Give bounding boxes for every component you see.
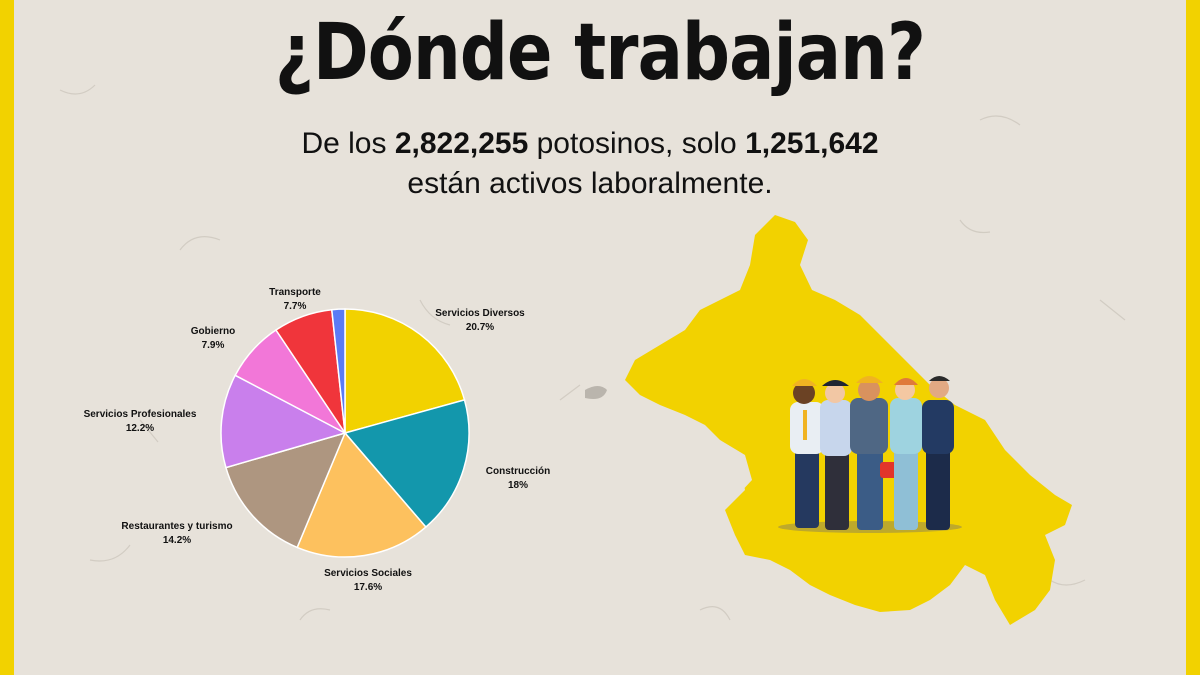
pie-value-label-6: 7.9% <box>202 340 225 351</box>
pie-label-7: Transporte <box>269 287 321 298</box>
pie-value-label-7: 7.7% <box>284 301 307 312</box>
pie-value-label-2: 18% <box>508 480 528 491</box>
page-title: ¿Dónde trabajan? <box>274 8 926 98</box>
pie-slice-3 <box>296 431 427 558</box>
pie-value-label-1: 20.7% <box>466 322 494 333</box>
subtitle-prefix: De los <box>301 127 395 160</box>
group-of-workers-icon <box>778 376 962 533</box>
state-map-notch <box>720 440 752 495</box>
pie-value-label-4: 14.2% <box>163 535 191 546</box>
subtitle-mid: potosinos, solo <box>528 127 746 160</box>
pie-slice-4 <box>224 431 347 549</box>
subtitle: De los 2,822,255 potosinos, solo 1,251,6… <box>0 124 1180 204</box>
pie-slice-2 <box>343 398 470 529</box>
pie-value-label-3: 17.6% <box>354 582 382 593</box>
pie-slice-8 <box>330 308 346 434</box>
subtitle-line2: están activos laboralmente. <box>407 167 773 200</box>
right-frame-border <box>1186 0 1200 675</box>
pie-label-4: Restaurantes y turismo <box>121 521 232 532</box>
pie-label-2: Construcción <box>486 466 550 477</box>
total-population: 2,822,255 <box>394 127 529 160</box>
pie-labels: Servicios Diversos 20.7% Construcción 18% Se… <box>84 287 551 593</box>
active-population: 1,251,642 <box>745 127 879 160</box>
left-frame-border <box>0 0 14 675</box>
pie-label-6: Gobierno <box>191 326 235 337</box>
pie-slice-5 <box>220 374 347 469</box>
pie-value-label-5: 12.2% <box>126 423 154 434</box>
pie-label-3: Servicios Sociales <box>324 568 412 579</box>
pie-label-5: Servicios Profesionales <box>84 409 197 420</box>
pie-slice-1 <box>344 308 466 434</box>
pie-slices <box>220 308 470 558</box>
pie-label-1: Servicios Diversos <box>435 308 525 319</box>
